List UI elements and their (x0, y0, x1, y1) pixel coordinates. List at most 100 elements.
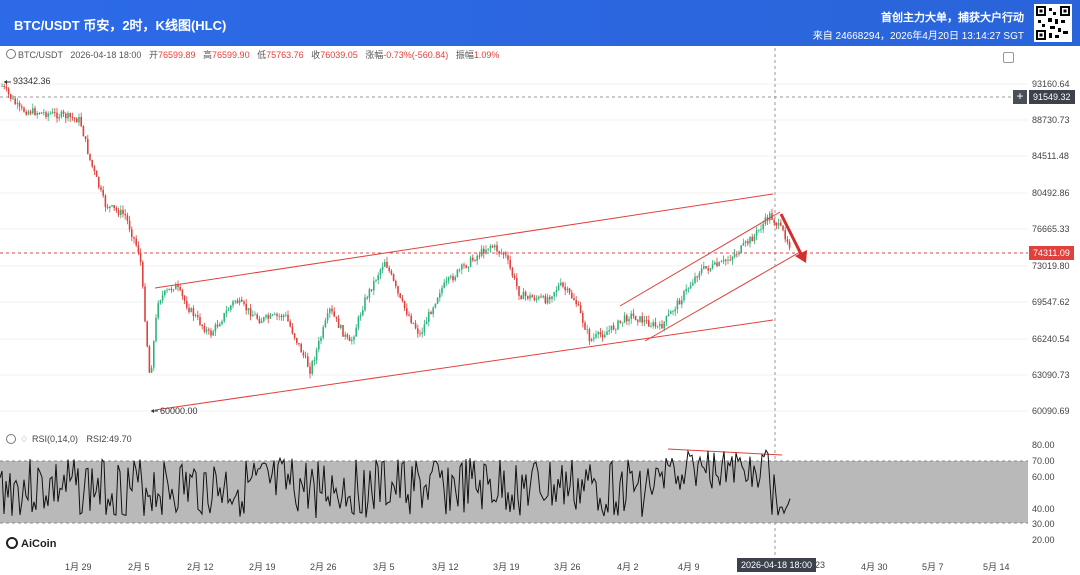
promo-text: 首创主力大单，捕获大户行动 (881, 12, 1024, 24)
candle-body (388, 267, 390, 271)
candle-body (201, 324, 203, 326)
add-order-button[interactable]: + (1013, 90, 1027, 104)
candle-body (18, 102, 21, 107)
candle-body (452, 276, 454, 281)
fullscreen-icon[interactable] (1003, 52, 1014, 63)
candle-body (302, 352, 305, 356)
candle-body (465, 265, 467, 268)
price-tick: 63090.73 (1032, 370, 1070, 380)
candle-body (606, 331, 608, 336)
candle-body (560, 282, 562, 286)
candle-body (507, 255, 509, 260)
candle-body (599, 332, 602, 335)
time-tick: 3月 5 (373, 562, 395, 572)
candle-body (707, 268, 709, 271)
time-tick: 23 (815, 560, 826, 570)
candle-body (566, 288, 569, 291)
candle-body (104, 195, 107, 208)
candle-body (579, 305, 582, 313)
candle-body (7, 88, 10, 95)
candle-body (375, 280, 377, 281)
bell-icon[interactable]: ♢ (20, 434, 29, 444)
candle-body (153, 341, 155, 368)
candle-body (348, 337, 351, 342)
candle-body (648, 320, 650, 327)
price-tick: 88730.73 (1032, 115, 1070, 125)
candle-body (157, 303, 159, 318)
candle-body (289, 321, 291, 327)
candle-body (192, 308, 195, 317)
candle-body (93, 166, 96, 172)
candle-body (487, 248, 489, 250)
candle-body (505, 254, 507, 256)
candle-body (421, 332, 423, 334)
candle-body (780, 222, 782, 226)
candle-body (714, 262, 716, 265)
candle-body (683, 291, 685, 301)
candle-body (771, 213, 773, 220)
candle-body (417, 328, 419, 334)
candle-body (689, 285, 692, 289)
candle-body (320, 337, 322, 341)
candle-body (414, 323, 417, 329)
candle-body (181, 289, 184, 297)
candle-body (751, 237, 753, 242)
candle-body (84, 136, 87, 140)
candle-body (590, 338, 593, 341)
candle-body (652, 322, 654, 327)
candle-body (762, 223, 764, 230)
info-amplitude: 1.09% (473, 50, 500, 60)
candle-body (51, 111, 54, 114)
candle-body (557, 285, 560, 291)
candle-body (513, 275, 516, 278)
candle-body (742, 243, 745, 246)
candle-body (373, 280, 375, 291)
chart-title: BTC/USDT 币安，2时，K线图(HLC) (14, 18, 227, 33)
price-tick: 60090.69 (1032, 406, 1070, 416)
candle-body (709, 268, 712, 271)
candle-body (672, 311, 674, 313)
candle-body (357, 316, 360, 328)
candle-body (381, 266, 384, 270)
rsi-settings-icon[interactable] (6, 434, 16, 444)
candle-body (469, 257, 472, 267)
candle-body (494, 245, 496, 248)
candle-body (412, 322, 415, 324)
candle-body (324, 320, 327, 328)
candle-body (619, 320, 621, 323)
settings-circle-icon[interactable] (6, 49, 16, 59)
candle-body (491, 245, 494, 248)
price-tick: 66240.54 (1032, 334, 1070, 344)
candle-body (445, 280, 448, 283)
candle-body (280, 315, 283, 318)
candle-body (78, 116, 80, 123)
brand-name: AiCoin (21, 538, 57, 550)
candle-body (379, 269, 382, 276)
header-bar: BTC/USDT 币安，2时，K线图(HLC) 首创主力大单，捕获大户行动 来自… (0, 0, 1080, 46)
candle-body (641, 316, 643, 323)
candle-body (366, 297, 368, 299)
candle-body (434, 303, 437, 308)
candle-body (758, 229, 760, 231)
candle-body (681, 300, 683, 305)
candle-body (384, 261, 386, 267)
candle-body (177, 284, 179, 288)
candle-body (139, 252, 142, 263)
candle-body (146, 321, 148, 347)
price-tick: 84511.48 (1032, 151, 1069, 161)
candle-body (784, 230, 786, 240)
candle-body (368, 289, 371, 298)
candle-body (489, 245, 492, 249)
candle-body (131, 229, 133, 238)
candle-body (711, 264, 714, 269)
candle-body (122, 209, 124, 214)
candle-body (188, 307, 190, 312)
candle-body (637, 320, 639, 322)
candle-body (3, 85, 5, 87)
candle-body (80, 116, 82, 127)
candle-body (271, 314, 274, 316)
candle-body (390, 270, 393, 275)
candle-body (326, 313, 329, 321)
price-tick: 73019.80 (1032, 261, 1070, 271)
